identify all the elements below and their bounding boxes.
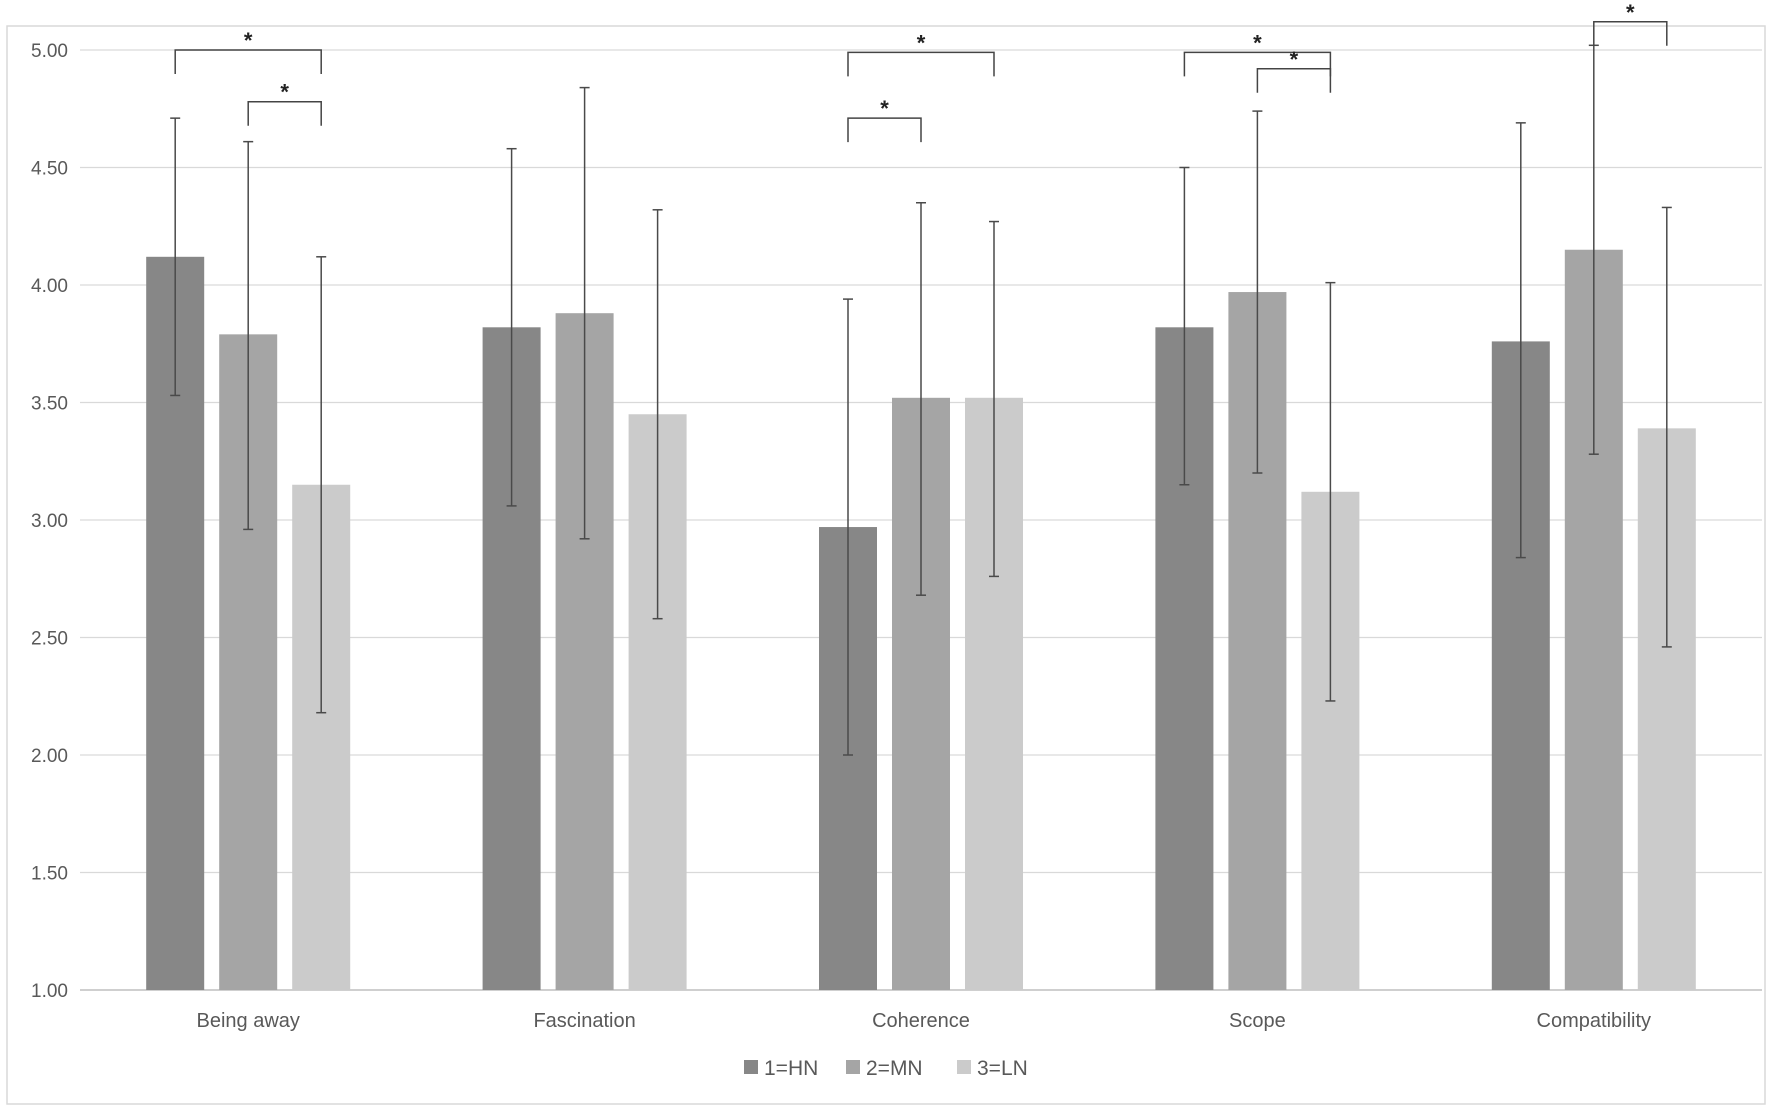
y-tick-label: 3.00 <box>31 511 68 532</box>
significance-brackets: * * * * * * * <box>174 0 1668 143</box>
y-axis-tick-labels: 1.00 1.50 2.00 2.50 3.00 3.50 4.00 4.50 5.00 <box>31 41 68 1002</box>
significance-star: * <box>280 80 289 105</box>
y-tick-label: 2.00 <box>31 746 68 767</box>
legend-swatch <box>957 1060 971 1074</box>
significance-star: * <box>1253 30 1262 55</box>
x-category-label: Being away <box>196 1010 299 1032</box>
legend-label: 2=MN <box>866 1057 923 1080</box>
x-category-label: Coherence <box>872 1010 970 1032</box>
y-tick-label: 1.00 <box>31 981 68 1002</box>
y-tick-label: 4.50 <box>31 159 68 180</box>
legend-swatch <box>744 1060 758 1074</box>
significance-bracket <box>847 51 995 77</box>
y-tick-label: 4.00 <box>31 276 68 297</box>
legend-swatch <box>846 1060 860 1074</box>
y-tick-label: 5.00 <box>31 41 68 62</box>
legend-label: 1=HN <box>764 1057 818 1080</box>
y-tick-label: 2.50 <box>31 629 68 650</box>
error-bars <box>170 44 1672 756</box>
significance-bracket <box>1593 21 1668 46</box>
legend-label: 3=LN <box>977 1057 1028 1080</box>
y-tick-label: 3.50 <box>31 394 68 415</box>
significance-bracket <box>174 49 322 74</box>
x-category-label: Compatibility <box>1537 1010 1651 1032</box>
significance-star: * <box>1626 0 1635 25</box>
x-category-label: Fascination <box>533 1010 635 1032</box>
significance-star: * <box>880 96 889 121</box>
significance-star: * <box>1290 47 1299 72</box>
significance-star: * <box>917 30 926 55</box>
significance-bracket <box>847 117 922 143</box>
significance-star: * <box>244 28 253 53</box>
y-tick-label: 1.50 <box>31 864 68 885</box>
significance-bracket <box>1183 51 1332 77</box>
x-category-label: Scope <box>1229 1010 1286 1032</box>
significance-bracket <box>247 100 322 126</box>
legend: 1=HN 2=MN 3=LN <box>744 1057 1028 1080</box>
significance-bracket <box>1256 68 1332 93</box>
x-axis-category-labels: Being away Fascination Coherence Scope Compa… <box>196 1010 1651 1032</box>
